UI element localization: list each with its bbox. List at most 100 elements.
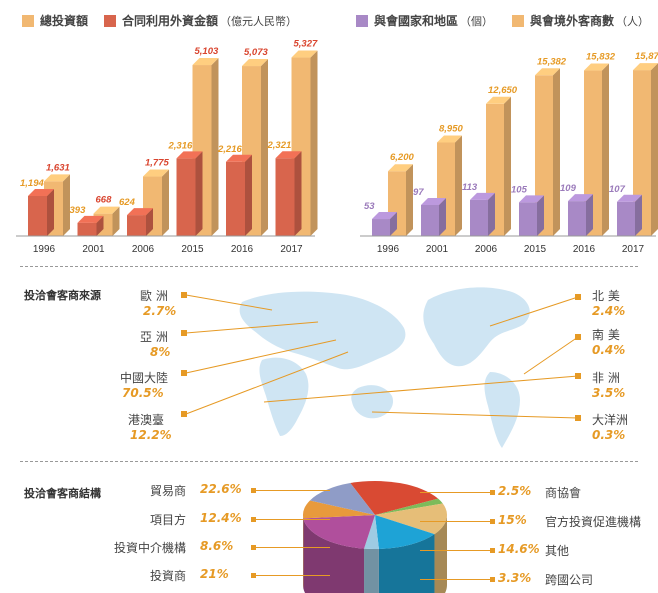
source-label: 南 美	[592, 328, 620, 342]
bar-value-label: 97	[413, 187, 424, 198]
leader-marker	[181, 411, 187, 417]
x-tick-label: 2017	[622, 244, 645, 255]
leader-line	[185, 339, 337, 374]
source-label: 大洋洲	[592, 413, 629, 427]
pie-label: 投資中介機構	[114, 541, 187, 555]
leader-marker	[575, 415, 581, 421]
leader-line	[185, 351, 349, 415]
bar-合同利用外資金額	[77, 215, 104, 236]
world-map	[239, 287, 530, 448]
bar-value-label: 2,316	[168, 140, 193, 151]
leader-marker	[490, 490, 495, 495]
leader-line	[185, 321, 319, 334]
source-label: 亞 洲	[140, 330, 168, 344]
leader-line	[263, 375, 579, 403]
leader-line	[523, 336, 579, 375]
sources-title: 投洽會客商來源	[24, 289, 101, 302]
pie-side-其他	[378, 534, 435, 593]
legend-overseas-visitors: 與會境外客商數 （人）	[512, 12, 649, 29]
bar-value-label: 1,194	[20, 178, 44, 189]
legend-label: 與會境外客商數	[530, 14, 615, 28]
pie-value: 21%	[200, 567, 229, 581]
x-tick-label: 2017	[280, 244, 303, 255]
bar-與會國家和地區	[421, 197, 446, 236]
source-leader-lines	[181, 292, 581, 421]
leader-marker	[251, 488, 256, 493]
leader-marker	[575, 334, 581, 340]
pie-value: 12.4%	[200, 511, 242, 525]
source-value: 3.5%	[592, 386, 626, 400]
bar-與會國家和地區	[568, 194, 593, 236]
bar-value-label: 668	[96, 195, 113, 206]
leader-marker	[181, 330, 187, 336]
legend-label: 總投資額	[40, 14, 89, 28]
source-value: 0.4%	[592, 343, 626, 357]
bar-value-label: 12,650	[488, 85, 518, 96]
bar-value-label: 15,382	[537, 56, 567, 67]
legend-swatch	[512, 14, 524, 27]
leader-marker	[251, 545, 256, 550]
pie-value: 15%	[498, 513, 527, 527]
x-tick-label: 1996	[33, 244, 56, 255]
bar-與會國家和地區	[372, 212, 397, 236]
bar-value-label: 6,200	[390, 152, 414, 163]
source-label: 中國大陸	[120, 371, 169, 385]
leader-marker	[251, 517, 256, 522]
bar-與會國家和地區	[617, 194, 642, 236]
map-north-america	[423, 287, 530, 367]
bar-value-label: 15,877	[635, 51, 658, 62]
bar-與會境外客商數	[486, 96, 511, 236]
source-value: 2.4%	[592, 304, 626, 318]
x-tick-label: 2006	[132, 244, 155, 255]
x-tick-label: 2001	[82, 244, 105, 255]
leader-marker	[575, 373, 581, 379]
bar-value-label: 2,321	[267, 140, 292, 151]
source-value: 8%	[150, 345, 171, 359]
leader-marker	[251, 573, 256, 578]
leader-line	[371, 411, 579, 419]
leader-marker	[575, 294, 581, 300]
pie-slice-官方投資促進機構	[375, 503, 447, 535]
map-south-america	[484, 372, 520, 448]
pie-label: 跨國公司	[545, 573, 594, 587]
pie-slice-貿易商	[350, 481, 439, 515]
leader-marker	[490, 577, 495, 582]
pie-slice-投資商	[303, 515, 375, 549]
leader-line	[185, 294, 273, 311]
bar-value-label: 113	[462, 182, 478, 193]
bar-value-label: 109	[560, 183, 577, 194]
pie-slice-投資中介機構	[303, 500, 375, 519]
pie-value: 14.6%	[498, 542, 540, 556]
x-tick-label: 1996	[377, 244, 400, 255]
leader-marker	[181, 370, 187, 376]
x-tick-label: 2015	[524, 244, 547, 255]
source-label: 港澳臺	[128, 413, 165, 427]
pie-value: 8.6%	[200, 539, 234, 553]
map-europe-asia	[239, 291, 406, 370]
bar-與會國家和地區	[519, 195, 544, 236]
pie-slice-其他	[375, 515, 435, 549]
pie-label: 其他	[545, 544, 570, 558]
structure-title: 投洽會客商結構	[24, 487, 101, 500]
x-tick-label: 2015	[181, 244, 204, 255]
legend-total-investment: 總投資額	[22, 12, 88, 29]
leader-marker	[490, 548, 495, 553]
pie-side-官方投資促進機構	[434, 515, 447, 593]
x-tick-label: 2006	[475, 244, 498, 255]
pie-value: 2.5%	[498, 484, 532, 498]
legend-countries: 與會國家和地區 （個）	[356, 12, 493, 29]
bar-value-label: 53	[364, 201, 375, 212]
pie-value: 22.6%	[200, 482, 242, 496]
pie-label: 官方投資促進機構	[545, 515, 642, 529]
x-tick-label: 2016	[231, 244, 254, 255]
x-tick-label: 2016	[573, 244, 596, 255]
pie-label: 項目方	[150, 513, 187, 527]
bar-value-label: 15,832	[586, 52, 616, 63]
legend-foreign-capital: 合同利用外資金額 （億元人民幣）	[104, 12, 297, 29]
legend-label: 合同利用外資金額	[122, 14, 219, 28]
bar-value-label: 1,775	[145, 158, 169, 169]
pie-slice-跨國公司	[364, 515, 379, 549]
pie-slice-商協會	[375, 498, 443, 515]
bar-value-label: 393	[70, 205, 87, 216]
